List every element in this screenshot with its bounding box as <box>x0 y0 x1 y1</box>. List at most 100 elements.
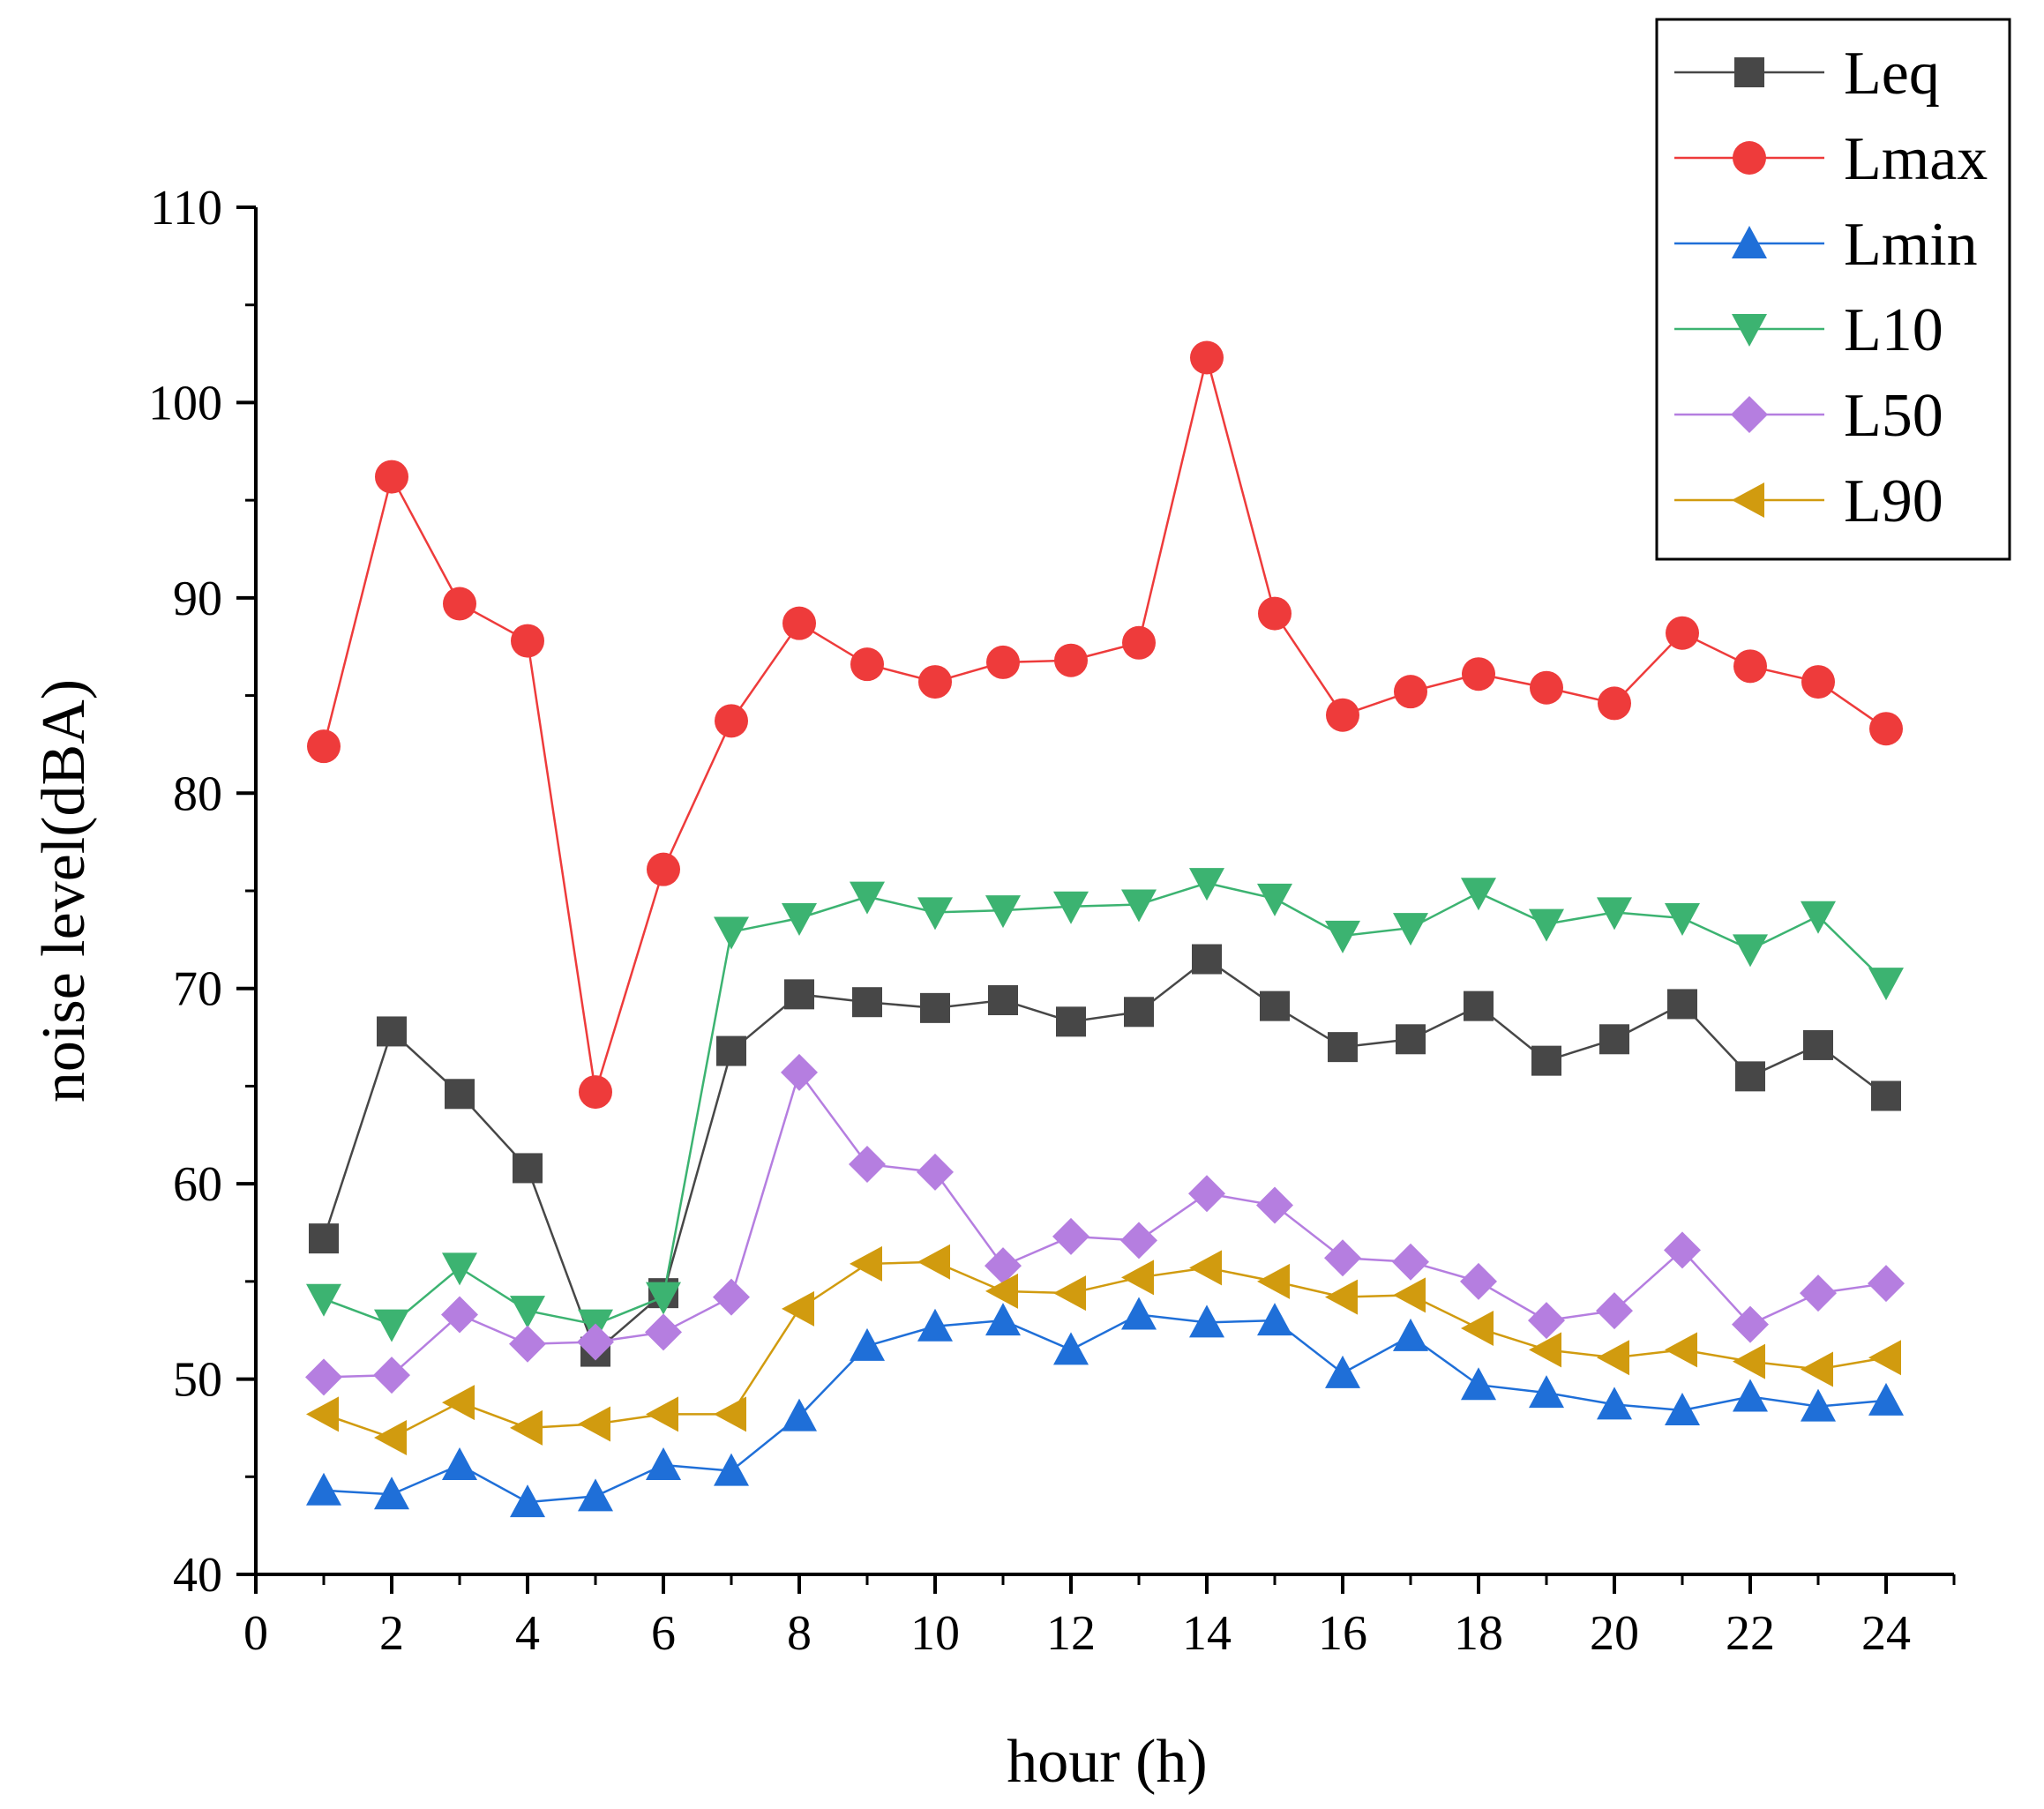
data-point-leq <box>1124 997 1154 1028</box>
data-point-leq <box>1192 944 1222 975</box>
data-point-lmin <box>1868 1382 1904 1416</box>
data-point-lmax <box>715 704 748 738</box>
legend-label-lmax: Lmax <box>1844 125 1988 193</box>
data-point-l10 <box>510 1296 545 1329</box>
legend-label-lmin: Lmin <box>1844 211 1978 279</box>
legend-item-l10: L10 <box>1674 296 1943 364</box>
data-point-l90 <box>1733 1343 1765 1379</box>
data-point-lmax <box>647 852 680 886</box>
legend-item-lmin: Lmin <box>1674 211 1978 279</box>
legend-marker-l10 <box>1732 314 1767 347</box>
legend-box <box>1655 18 2011 561</box>
data-point-l10 <box>714 916 749 950</box>
data-point-l50 <box>1596 1292 1633 1330</box>
data-point-l10 <box>1053 891 1089 924</box>
data-point-lmax <box>1666 616 1699 650</box>
legend-item-l50: L50 <box>1674 382 1943 450</box>
data-point-lmax <box>307 729 341 764</box>
data-point-lmin <box>917 1308 953 1342</box>
x-tick-label: 12 <box>1046 1606 1096 1661</box>
data-point-l10 <box>917 897 953 931</box>
y-tick-label: 60 <box>173 1157 222 1212</box>
data-point-leq <box>1667 989 1697 1020</box>
data-point-leq <box>852 987 882 1018</box>
legend-label-l50: L50 <box>1844 382 1943 450</box>
data-point-l50 <box>1392 1243 1429 1281</box>
legend-marker-lmin <box>1732 226 1767 258</box>
data-point-leq <box>1056 1006 1086 1037</box>
x-tick-label: 16 <box>1318 1606 1367 1661</box>
x-tick-label: 8 <box>787 1606 812 1661</box>
data-point-lmax <box>443 587 476 621</box>
series-lmax <box>307 340 1903 1110</box>
data-point-lmin <box>1325 1355 1360 1388</box>
legend-marker-leq <box>1734 57 1764 87</box>
data-point-lmin <box>782 1398 817 1432</box>
data-point-l10 <box>1121 889 1157 923</box>
x-axis-title: hour (h) <box>1007 1728 1207 1796</box>
legend-item-lmax: Lmax <box>1674 125 1988 193</box>
x-tick-label: 24 <box>1861 1606 1911 1661</box>
x-tick-label: 4 <box>515 1606 540 1661</box>
data-point-lmin <box>1665 1393 1700 1425</box>
data-point-l90 <box>1053 1275 1086 1312</box>
data-point-l10 <box>1868 968 1904 1001</box>
data-point-l90 <box>850 1245 882 1282</box>
data-point-l90 <box>646 1396 678 1432</box>
data-point-lmax <box>986 645 1020 679</box>
series-lmin <box>306 1297 1904 1518</box>
data-point-leq <box>1803 1029 1833 1060</box>
y-tick-label: 50 <box>173 1353 222 1408</box>
data-point-lmax <box>1258 596 1292 631</box>
x-tick-label: 14 <box>1182 1606 1232 1661</box>
data-point-leq <box>1871 1080 1901 1111</box>
series-line-lmin <box>323 1313 1887 1504</box>
legend-marker-l50 <box>1731 396 1768 433</box>
data-point-lmax <box>1869 712 1903 746</box>
data-point-leq <box>513 1153 543 1184</box>
data-point-lmax <box>579 1075 612 1110</box>
data-point-l50 <box>645 1313 682 1351</box>
data-point-l10 <box>1189 868 1224 901</box>
data-point-l90 <box>1325 1279 1358 1315</box>
data-point-lmin <box>985 1303 1021 1336</box>
series-line-lmax <box>322 357 1887 1093</box>
x-tick-label: 10 <box>910 1606 960 1661</box>
data-point-l10 <box>442 1252 477 1286</box>
data-point-lmax <box>1054 643 1088 677</box>
series-l10 <box>306 868 1904 1342</box>
data-point-l90 <box>714 1396 746 1432</box>
data-point-l50 <box>1800 1275 1837 1312</box>
data-point-l90 <box>1189 1250 1222 1286</box>
data-point-l10 <box>646 1282 681 1315</box>
data-point-leq <box>1328 1032 1358 1063</box>
data-point-l90 <box>1461 1311 1494 1346</box>
legend-label-l90: L90 <box>1844 467 1943 535</box>
legend-marker-l90 <box>1732 482 1764 518</box>
data-point-l50 <box>1120 1222 1157 1260</box>
data-point-l90 <box>374 1420 407 1455</box>
series-line-l10 <box>323 881 1887 1326</box>
data-point-l50 <box>577 1323 614 1361</box>
data-point-lmin <box>1121 1297 1157 1330</box>
data-point-lmin <box>1597 1387 1632 1420</box>
legend: Leq Lmax Lmin L10 L50 L90 <box>1655 18 2011 561</box>
series-line-leq <box>322 957 1887 1354</box>
data-point-lmax <box>1462 657 1495 691</box>
data-point-lmax <box>1122 625 1156 660</box>
data-point-l50 <box>917 1153 954 1191</box>
data-point-lmin <box>1257 1303 1292 1336</box>
x-tick-label: 18 <box>1454 1606 1503 1661</box>
data-point-lmin <box>850 1327 885 1361</box>
data-point-l10 <box>1393 913 1428 946</box>
data-point-l90 <box>1529 1332 1561 1368</box>
legend-item-l90: L90 <box>1674 467 1943 535</box>
data-point-lmax <box>1733 649 1767 684</box>
data-point-leq <box>1260 990 1290 1021</box>
data-point-lmax <box>1801 665 1835 699</box>
data-point-lmin <box>578 1478 613 1512</box>
data-point-leq <box>716 1035 746 1066</box>
data-point-lmin <box>306 1472 341 1506</box>
y-axis-title: noise level(dBA) <box>30 679 98 1103</box>
